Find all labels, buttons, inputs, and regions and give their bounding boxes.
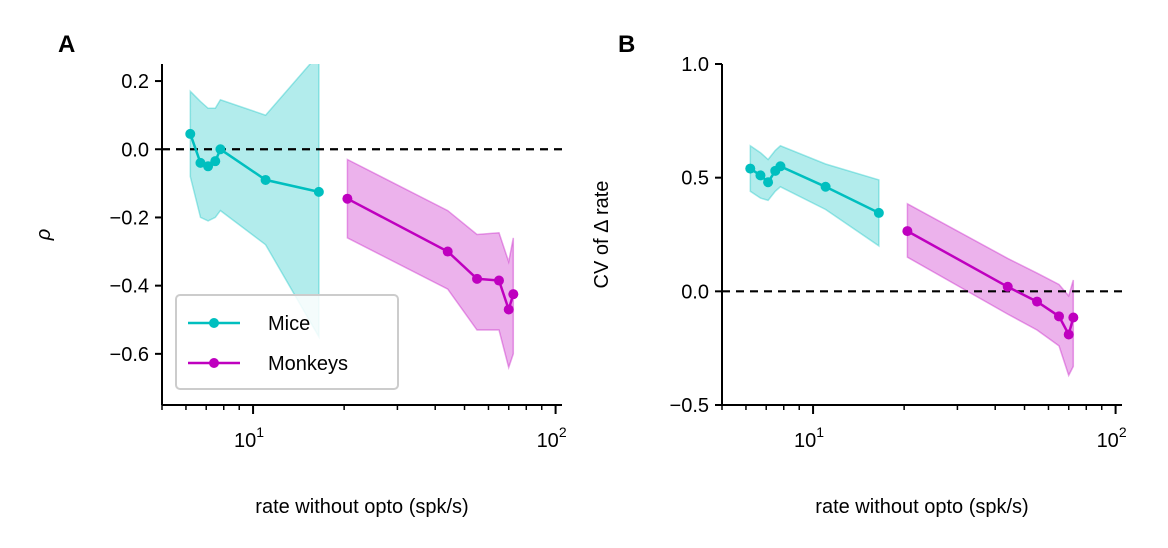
- y-tick-label: 1.0: [681, 54, 709, 76]
- data-point: [755, 170, 766, 181]
- data-point: [210, 156, 221, 167]
- data-point: [1068, 312, 1079, 323]
- panel-letter: A: [58, 31, 75, 58]
- data-point: [763, 177, 774, 188]
- y-tick-label: −0.2: [110, 207, 149, 229]
- data-point: [342, 193, 353, 204]
- data-point: [195, 157, 206, 168]
- data-point: [820, 181, 831, 192]
- legend-box: [175, 294, 399, 390]
- data-point: [775, 161, 786, 172]
- x-tick-label: 102: [537, 424, 567, 452]
- data-point: [1053, 311, 1064, 322]
- data-point: [1002, 281, 1013, 292]
- legend-item: Monkeys: [188, 353, 348, 375]
- data-point: [185, 128, 196, 139]
- data-point: [260, 174, 271, 185]
- error-band-0: [749, 144, 880, 248]
- data-point: [215, 144, 226, 155]
- legend-swatch-marker: [209, 318, 219, 328]
- data-point: [873, 207, 884, 218]
- data-point: [493, 275, 504, 286]
- panel-b: 1.0 0.5 0.0 −0.5 101 102 rate without opto (sp…: [591, 31, 1127, 518]
- y-axis-label: ρ: [33, 229, 55, 241]
- data-point: [1063, 329, 1074, 340]
- x-tick-label: 102: [1097, 424, 1127, 452]
- data-point: [745, 163, 756, 174]
- data-point: [203, 161, 214, 172]
- x-axis-label: rate without opto (spk/s): [815, 496, 1028, 518]
- legend-label: Monkeys: [268, 353, 348, 375]
- error-band-1: [906, 202, 1075, 378]
- error-band-1: [346, 158, 515, 371]
- legend: Mice Monkeys: [175, 294, 399, 390]
- y-tick-label: −0.4: [110, 276, 149, 298]
- y-tick-label: 0.2: [121, 71, 149, 93]
- panel-letter: B: [618, 31, 635, 58]
- y-tick-label: −0.6: [110, 344, 149, 366]
- y-tick-label: 0.5: [681, 168, 709, 190]
- panel-a: 0.2 0.0 −0.2 −0.4 −0.6 101 102 rate without opt…: [33, 31, 567, 518]
- legend-swatch-marker: [209, 358, 219, 368]
- x-tick-label: 101: [234, 424, 264, 452]
- data-point: [503, 304, 514, 315]
- y-tick-label: 0.0: [681, 281, 709, 303]
- data-point: [1032, 296, 1043, 307]
- x-tick-label: 101: [794, 424, 824, 452]
- data-point: [313, 186, 324, 197]
- legend-label: Mice: [268, 313, 310, 335]
- data-point: [508, 289, 519, 300]
- legend-item: Mice: [188, 313, 310, 335]
- x-axis-label: rate without opto (spk/s): [255, 496, 468, 518]
- data-point: [442, 246, 453, 257]
- y-tick-label: 0.0: [121, 139, 149, 161]
- data-point: [902, 226, 913, 237]
- y-tick-label: −0.5: [670, 395, 709, 417]
- data-point: [472, 273, 483, 284]
- y-axis-label: CV of Δ rate: [591, 181, 613, 289]
